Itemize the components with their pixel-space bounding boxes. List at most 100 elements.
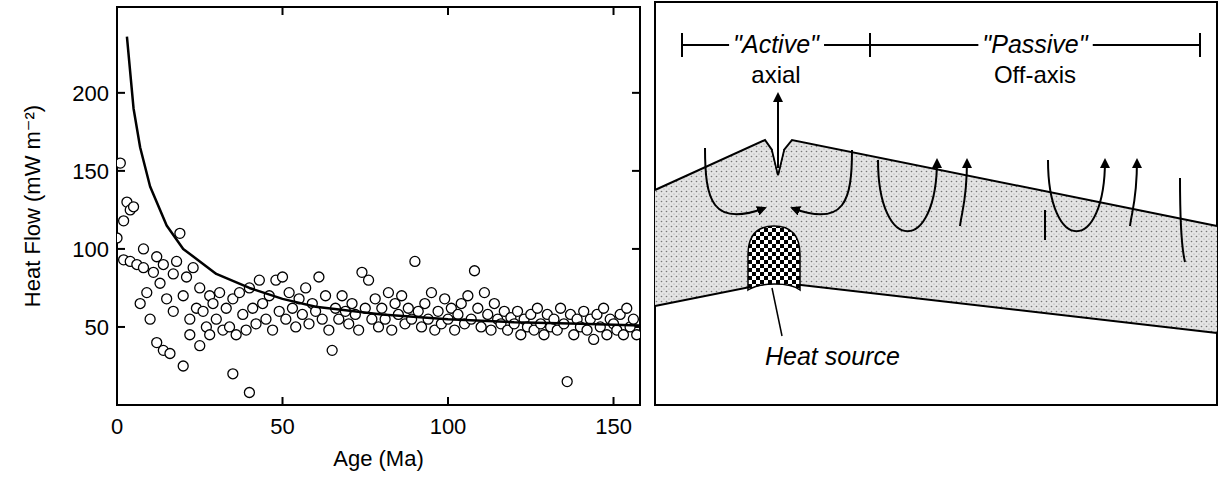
data-point: [278, 272, 288, 282]
data-point: [486, 325, 496, 335]
data-point: [509, 319, 519, 329]
data-point: [469, 266, 479, 276]
zone-label: axial: [751, 61, 800, 88]
y-tick-label: 150: [72, 159, 109, 184]
x-tick: [282, 397, 284, 405]
offaxis-downflow: [1180, 178, 1185, 262]
data-point: [155, 278, 165, 288]
y-tick: [117, 92, 125, 94]
data-point: [344, 319, 354, 329]
data-point: [489, 299, 499, 309]
data-point: [254, 275, 264, 285]
data-point: [284, 288, 294, 298]
diagram-frame: [655, 2, 1217, 405]
data-point: [244, 388, 254, 398]
crust: [655, 140, 1217, 333]
model-curve: [127, 37, 640, 326]
data-point: [119, 216, 129, 226]
data-point: [281, 314, 291, 324]
x-tick: [116, 397, 118, 405]
data-point: [142, 288, 152, 298]
x-tick-top: [447, 7, 449, 15]
data-point: [188, 263, 198, 273]
data-point: [162, 294, 172, 304]
data-point: [622, 303, 632, 313]
data-point: [198, 306, 208, 316]
y-axis-title: Heat Flow (mW m⁻²): [20, 105, 45, 307]
data-point: [327, 345, 337, 355]
offaxis-upflow: [1130, 160, 1137, 226]
data-point: [248, 303, 258, 313]
data-point: [251, 319, 261, 329]
plot-frame: [117, 7, 640, 405]
data-point: [420, 299, 430, 309]
data-point: [364, 275, 374, 285]
y-tick: [117, 248, 125, 250]
data-point: [145, 314, 155, 324]
data-point: [599, 303, 609, 313]
data-point: [148, 267, 158, 277]
data-point: [562, 377, 572, 387]
data-point: [556, 303, 566, 313]
data-point: [383, 288, 393, 298]
x-axis-title: Age (Ma): [333, 446, 423, 471]
data-point: [589, 334, 599, 344]
bracket-line: [824, 44, 870, 46]
data-point: [228, 369, 238, 379]
data-point: [117, 158, 125, 168]
data-point: [297, 309, 307, 319]
data-point: [473, 303, 483, 313]
leader-line: [772, 288, 782, 336]
zone-name: "Active": [733, 30, 820, 58]
y-tick-right: [632, 92, 640, 94]
data-point: [178, 291, 188, 301]
data-point: [221, 303, 231, 313]
data-point: [138, 263, 148, 273]
x-tick-label: 0: [111, 414, 123, 439]
data-point: [129, 202, 139, 212]
data-point: [483, 309, 493, 319]
x-tick-label: 100: [430, 414, 467, 439]
data-point: [172, 256, 182, 266]
offaxis-downflow: [1044, 210, 1046, 240]
data-point: [304, 319, 314, 329]
data-point: [317, 314, 327, 324]
data-point: [178, 361, 188, 371]
data-point: [168, 269, 178, 279]
data-point: [314, 272, 324, 282]
data-point: [208, 299, 218, 309]
data-point: [397, 291, 407, 301]
axial-flow-right: [792, 150, 852, 215]
data-point: [628, 314, 638, 324]
data-point: [370, 294, 380, 304]
data-point: [185, 314, 195, 324]
data-point: [337, 291, 347, 301]
data-point: [138, 244, 148, 254]
data-point: [532, 303, 542, 313]
data-point: [215, 288, 225, 298]
x-tick-top: [116, 7, 118, 15]
data-point: [205, 330, 215, 340]
data-point: [268, 325, 278, 335]
zone-name: "Passive": [982, 30, 1088, 58]
data-point: [261, 314, 271, 324]
data-point: [463, 291, 473, 301]
data-point: [476, 322, 486, 332]
data-point: [117, 233, 122, 243]
x-tick-top: [613, 7, 615, 15]
data-point: [324, 325, 334, 335]
data-point: [165, 348, 175, 358]
data-point: [433, 306, 443, 316]
data-point: [231, 330, 241, 340]
data-point: [291, 322, 301, 332]
x-tick-label: 150: [595, 414, 632, 439]
data-point: [602, 330, 612, 340]
data-point: [168, 306, 178, 316]
bracket-line: [1093, 44, 1200, 46]
data-point: [440, 294, 450, 304]
data-point: [301, 283, 311, 293]
data-point: [182, 272, 192, 282]
data-point: [238, 309, 248, 319]
y-tick-label: 100: [72, 237, 109, 262]
x-tick: [613, 397, 615, 405]
